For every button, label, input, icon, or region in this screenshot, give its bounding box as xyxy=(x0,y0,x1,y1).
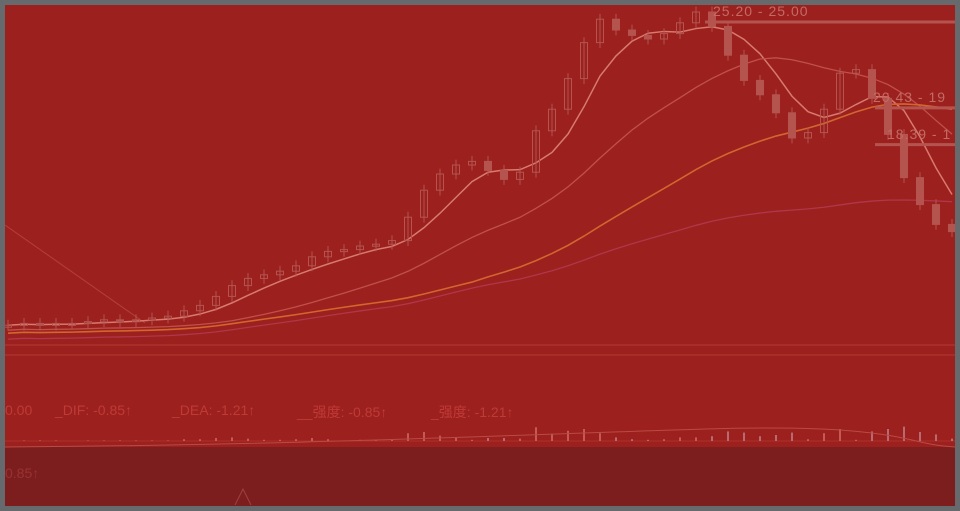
candle-body xyxy=(484,160,492,171)
candle-body xyxy=(868,69,876,99)
candle-body xyxy=(852,69,860,74)
candlestick-chart xyxy=(5,6,955,506)
candle-body xyxy=(612,18,620,31)
candle-body xyxy=(340,249,348,253)
candle-body xyxy=(916,177,924,206)
candle-body xyxy=(388,240,396,245)
candle-body xyxy=(772,94,780,114)
candle-body xyxy=(740,54,748,81)
candle-body xyxy=(244,277,252,287)
candle-body xyxy=(404,216,412,242)
dif-line xyxy=(5,427,955,448)
candle-body xyxy=(708,11,716,27)
stock-chart[interactable]: 25.20 - 25.00 20.43 - 19 18.39 - 1 0.00 _D… xyxy=(5,5,955,506)
candle-body xyxy=(52,322,60,326)
candle-body xyxy=(884,97,892,135)
ma-short-line xyxy=(7,26,953,326)
macd-strength-2: _强度: -1.21↑ xyxy=(431,404,514,420)
candle-body xyxy=(628,29,636,36)
ma-longest-line xyxy=(7,199,953,340)
candle-body xyxy=(692,11,700,24)
candle-body xyxy=(900,133,908,179)
candle-body xyxy=(644,34,652,40)
macd-prefix: 0.00 xyxy=(5,402,33,418)
candle-body xyxy=(292,265,300,272)
candle-body xyxy=(308,256,316,267)
candle-body xyxy=(836,72,844,110)
candle-body xyxy=(180,310,188,317)
price-range-label: 25.20 - 25.00 xyxy=(713,5,809,19)
candle-body xyxy=(68,322,76,326)
candle-body xyxy=(468,160,476,166)
candle-body xyxy=(372,243,380,247)
candle-body xyxy=(84,321,92,325)
macd-dea: _DEA: -1.21↑ xyxy=(172,402,256,418)
indicator-panel xyxy=(5,447,955,506)
trend-line xyxy=(5,224,146,324)
candle-body xyxy=(516,171,524,180)
candle-body xyxy=(820,108,828,134)
candle-body xyxy=(36,322,44,326)
candle-body xyxy=(804,132,812,139)
price-range-label: 18.39 - 1 xyxy=(887,125,952,142)
candle-body xyxy=(212,295,220,306)
candle-body xyxy=(148,317,156,321)
candle-body xyxy=(660,33,668,40)
candle-body xyxy=(436,173,444,191)
lower-indicator-label: 0.85↑ xyxy=(5,465,40,481)
candle-body xyxy=(724,25,732,56)
candle-body xyxy=(20,322,28,326)
candle-body xyxy=(532,130,540,173)
candle-body xyxy=(196,304,204,312)
price-range-label: 20.43 - 19 xyxy=(873,88,947,105)
candle-body xyxy=(324,250,332,258)
candle-body xyxy=(356,245,364,251)
candle-body xyxy=(228,285,236,297)
candle-body xyxy=(164,315,172,319)
candle-body xyxy=(452,164,460,175)
candle-body xyxy=(5,324,12,328)
candle-body xyxy=(756,79,764,96)
candle-body xyxy=(260,274,268,279)
triangle-marker xyxy=(234,487,252,506)
ma-mid-line xyxy=(7,57,953,331)
candle-body xyxy=(420,189,428,218)
candle-body xyxy=(788,112,796,139)
candle-body xyxy=(548,108,556,132)
macd-strength-1: __强度: -0.85↑ xyxy=(297,404,388,420)
candle-body xyxy=(132,319,140,323)
candle-body xyxy=(580,42,588,80)
candle-body xyxy=(596,18,604,44)
candle-body xyxy=(500,169,508,180)
candle-body xyxy=(676,22,684,35)
candle-body xyxy=(100,319,108,323)
candle-body xyxy=(564,78,572,110)
candle-body xyxy=(276,270,284,276)
candle-body xyxy=(948,223,955,233)
candle-body xyxy=(116,319,124,323)
macd-dif: _DIF: -0.85↑ xyxy=(55,402,133,418)
candle-body xyxy=(932,204,940,225)
